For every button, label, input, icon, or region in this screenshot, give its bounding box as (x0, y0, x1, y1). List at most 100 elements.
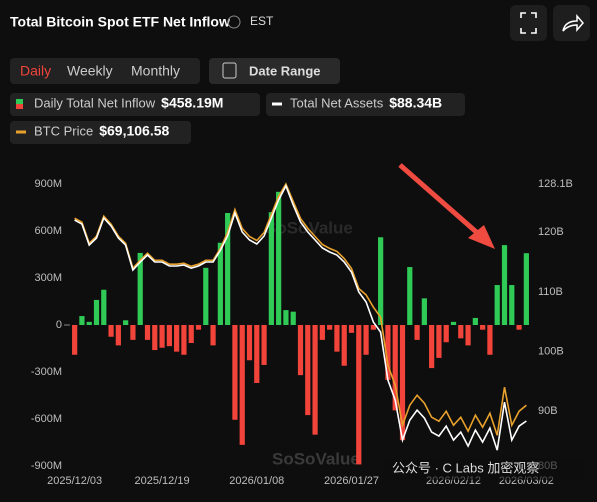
bar (458, 325, 464, 339)
legend-pill (10, 121, 191, 144)
bar (166, 325, 172, 347)
date-range-button[interactable] (209, 58, 340, 84)
legend-pill (10, 93, 260, 116)
bar (130, 325, 136, 340)
bar (123, 320, 129, 325)
legend-name[interactable]: Total Net Assets (290, 95, 384, 110)
y2-tick-label: 110B (538, 286, 563, 298)
date-range-label[interactable]: Date Range (249, 63, 321, 78)
info-icon[interactable] (227, 15, 241, 29)
legend-value: $458.19M (161, 95, 223, 111)
bar (152, 325, 158, 351)
bar (203, 267, 209, 325)
y-tick-label: 900M (34, 178, 62, 190)
bar (443, 325, 449, 343)
y2-tick-label: 128.1B (538, 178, 573, 190)
bar (378, 237, 384, 325)
bar (501, 245, 508, 325)
bar (290, 311, 296, 325)
bar (239, 325, 245, 445)
tab[interactable]: Daily (20, 63, 51, 79)
bar (312, 325, 318, 435)
bar (494, 285, 500, 325)
bar (195, 325, 202, 330)
bar (305, 325, 311, 416)
bar (465, 325, 471, 346)
bar (407, 267, 413, 325)
legend-swatch (272, 102, 282, 106)
bar (86, 321, 92, 325)
y-tick-label: 600M (34, 225, 62, 237)
bar (363, 325, 369, 355)
bar (429, 325, 435, 369)
arrow-shaft (398, 163, 484, 239)
tab[interactable]: Monthly (131, 63, 180, 79)
tab[interactable]: Weekly (67, 63, 113, 79)
line (74, 182, 527, 436)
bar (414, 325, 420, 340)
bar (246, 325, 253, 361)
watermark: 公众号 · C Labs 加密观察 (392, 460, 539, 475)
bar (232, 325, 238, 420)
share-button[interactable] (553, 5, 590, 41)
bar (356, 325, 362, 465)
x-tick-label: 2026/01/08 (229, 475, 284, 487)
bar (137, 252, 143, 325)
bar (261, 325, 267, 365)
bar (327, 325, 333, 330)
bar (225, 212, 231, 325)
bar (348, 325, 355, 333)
bar (268, 212, 274, 325)
bar (392, 325, 398, 411)
title: Total Bitcoin Spot ETF Net Inflow (10, 14, 230, 30)
y-tick-label: 0 (56, 319, 62, 331)
fullscreen-button[interactable] (510, 5, 547, 41)
timezone[interactable]: EST (250, 14, 274, 28)
bar (421, 298, 427, 325)
bar (159, 325, 165, 348)
bar (108, 325, 114, 337)
y2-tick-label: 120B (538, 226, 564, 238)
fullscreen-icon (520, 12, 537, 34)
watermark-bg (385, 458, 585, 480)
bar (480, 325, 486, 330)
bar (101, 289, 107, 325)
bar (93, 299, 100, 325)
legend-name[interactable]: BTC Price (34, 123, 93, 138)
share-icon (562, 13, 584, 33)
bar (516, 325, 522, 330)
bar (181, 325, 187, 355)
x-tick-label: 2025/12/19 (135, 475, 190, 487)
bar (217, 242, 223, 325)
bar (436, 325, 442, 358)
y2-tick-label: 100B (538, 345, 564, 357)
bar (523, 253, 529, 325)
bar (174, 325, 180, 352)
bar (341, 325, 347, 366)
legend-name[interactable]: Daily Total Net Inflow (34, 95, 156, 110)
y-tick-label: -600M (31, 413, 62, 425)
bar (254, 325, 260, 383)
tab-group (10, 58, 200, 84)
watermark: SoSoValue (272, 449, 360, 468)
y-tick-label: 300M (34, 272, 62, 284)
x-tick-label: 2026/01/27 (324, 475, 379, 487)
bar (319, 325, 325, 340)
bar (283, 310, 289, 325)
line (74, 184, 527, 451)
x-tick-label: 2025/12/03 (47, 475, 102, 487)
bar (188, 325, 194, 344)
bar (334, 325, 340, 352)
bar (144, 325, 151, 340)
arrow-head (468, 225, 495, 249)
legend-swatch (16, 104, 23, 109)
legend-swatch (16, 99, 23, 104)
legend-pill (266, 93, 465, 116)
bar (487, 325, 493, 355)
bar (370, 325, 376, 330)
legend-value: $69,106.58 (99, 123, 169, 139)
calendar-icon (222, 62, 237, 79)
bar (297, 325, 304, 376)
bar (72, 325, 78, 355)
